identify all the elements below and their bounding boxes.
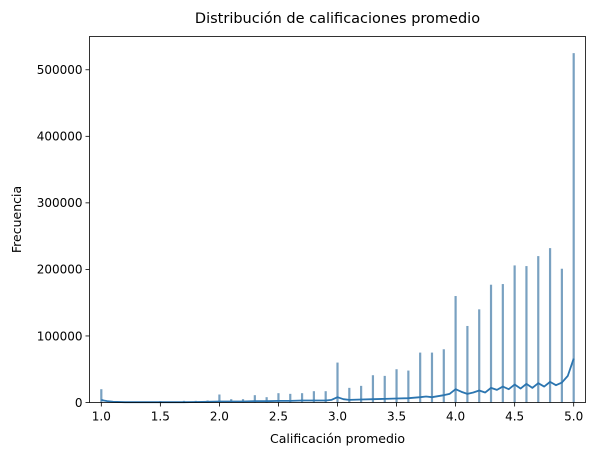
y-axis-label: Frecuencia: [9, 186, 24, 253]
histogram-bar: [419, 352, 422, 403]
histogram-bar: [289, 393, 292, 403]
histogram-bar: [324, 391, 327, 403]
histogram-bar: [513, 265, 516, 403]
y-tick-label: 0: [75, 396, 83, 410]
chart-title: Distribución de calificaciones promedio: [195, 11, 480, 27]
histogram-bar: [525, 266, 528, 403]
x-tick-label: 3.0: [328, 410, 347, 424]
histogram-bar: [100, 389, 103, 403]
histogram-bar: [395, 369, 398, 403]
histogram-bar: [478, 309, 481, 403]
histogram-bar: [466, 325, 469, 403]
y-tick-label: 400000: [37, 130, 83, 144]
histogram-bar: [407, 370, 410, 403]
histogram-bar: [383, 375, 386, 403]
histogram-bar: [253, 395, 256, 403]
x-axis-ticks: 1.0 1.5 2.0 2.5 3.0 3.5 4.0 4.5 5.0: [92, 402, 583, 424]
histogram-bar: [442, 349, 445, 403]
x-tick-label: 1.0: [92, 410, 111, 424]
histogram-bar: [430, 352, 434, 403]
histogram-bar: [360, 385, 363, 403]
x-tick-label: 4.5: [505, 410, 524, 424]
histogram-bar: [560, 268, 563, 403]
histogram-bar: [537, 256, 540, 403]
x-tick-label: 4.0: [446, 410, 465, 424]
x-tick-label: 1.5: [151, 410, 170, 424]
histogram-bar: [572, 53, 575, 403]
histogram-bar: [336, 362, 339, 403]
x-tick-label: 2.5: [269, 410, 288, 424]
histogram-bar: [348, 387, 351, 403]
histogram-bar: [371, 375, 375, 403]
histogram-bar: [300, 393, 304, 403]
y-tick-label: 500000: [37, 63, 83, 77]
x-tick-label: 5.0: [564, 410, 583, 424]
histogram-bars: [100, 53, 575, 403]
histogram-bar: [218, 394, 221, 403]
y-tick-label: 200000: [37, 263, 83, 277]
histogram-bar: [489, 284, 493, 403]
histogram-bar: [501, 284, 504, 403]
histogram-bar: [312, 391, 315, 403]
histogram-bar: [265, 397, 268, 403]
y-axis-ticks: 0 100000 200000 300000 400000 500000: [37, 63, 90, 410]
x-tick-label: 3.5: [387, 410, 406, 424]
histogram-bar: [548, 248, 552, 403]
histogram-bar: [454, 296, 457, 403]
x-tick-label: 2.0: [210, 410, 229, 424]
y-tick-label: 100000: [37, 329, 83, 343]
y-tick-label: 300000: [37, 196, 83, 210]
x-axis-label: Calificación promedio: [270, 431, 405, 446]
histogram-bar: [277, 393, 280, 403]
